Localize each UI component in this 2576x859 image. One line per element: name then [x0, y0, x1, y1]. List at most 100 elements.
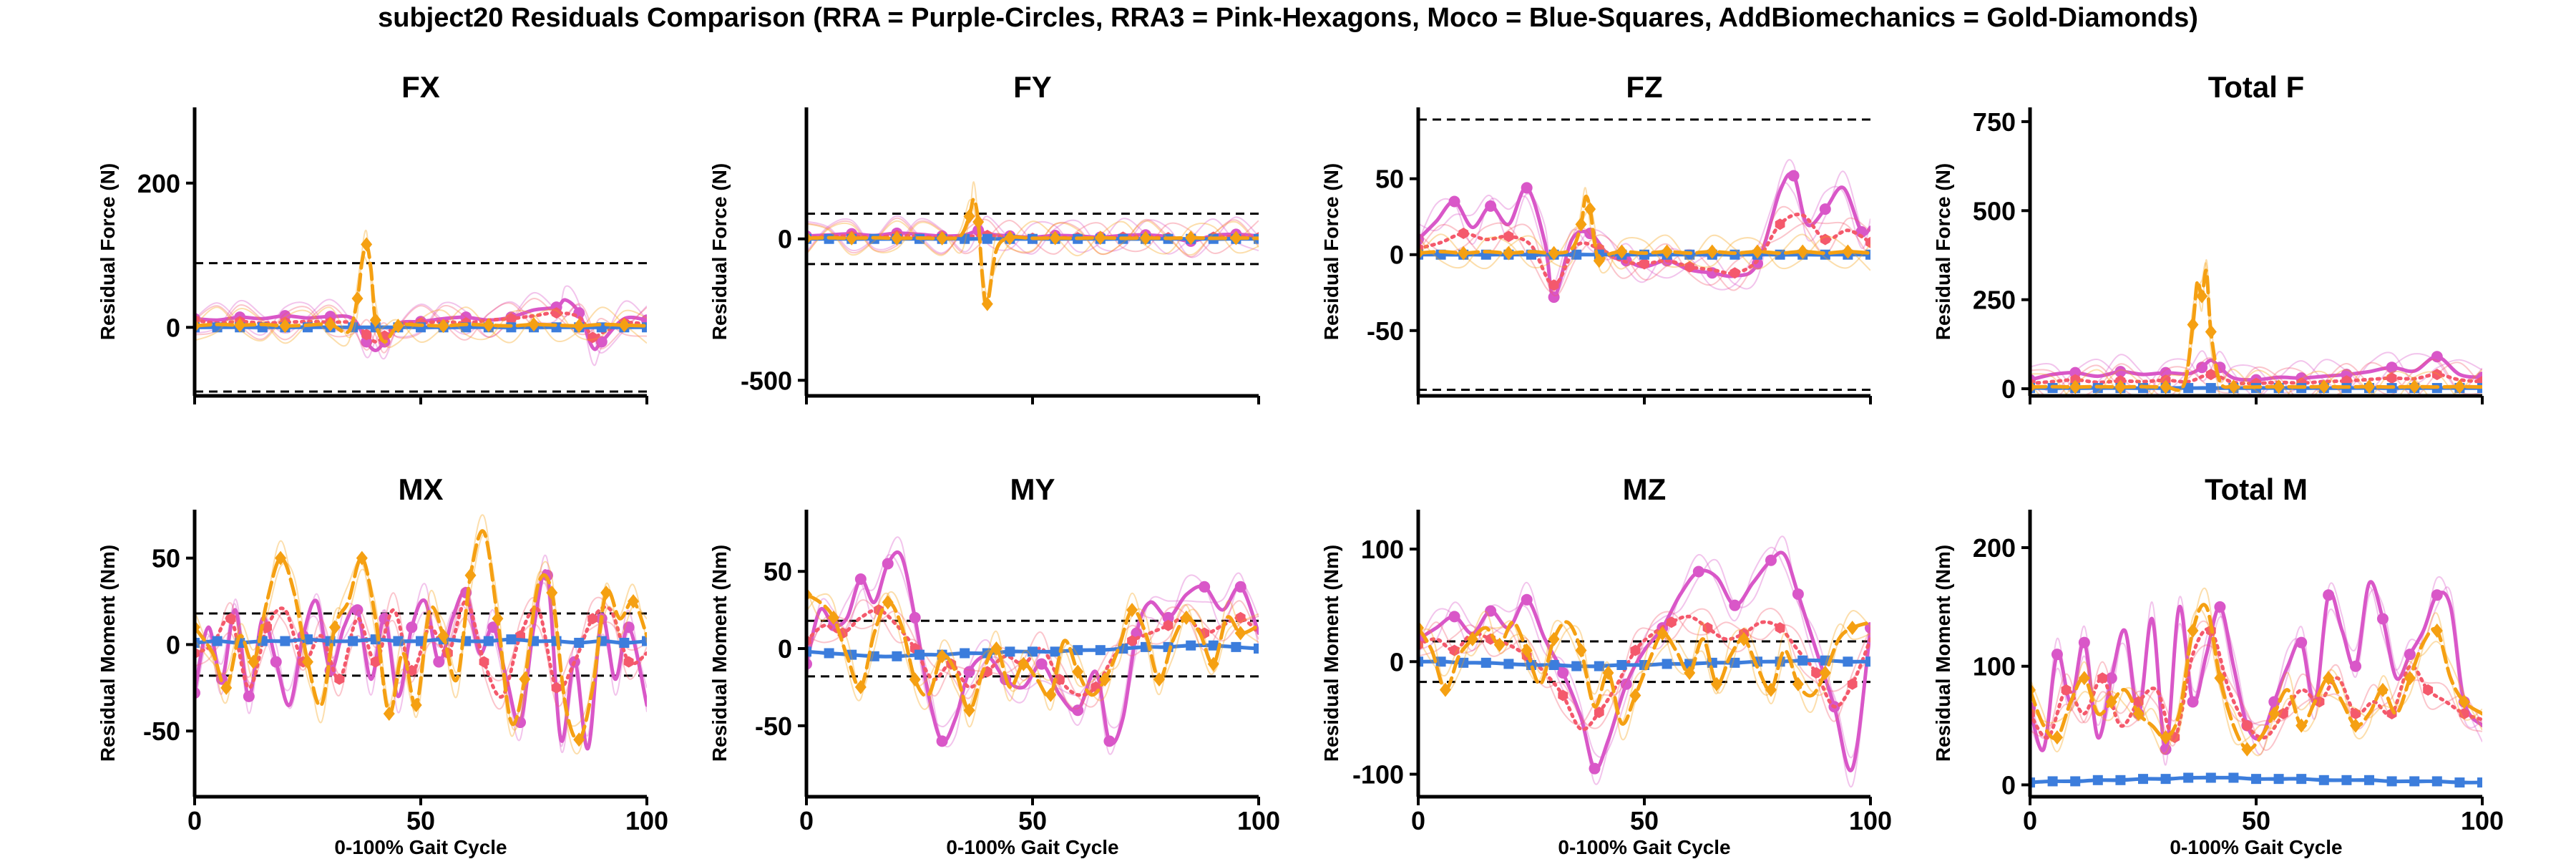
marker-addbio: [1548, 631, 1560, 646]
marker-addbio: [1842, 244, 1854, 259]
plot-area: [806, 181, 1259, 311]
marker-moco: [2296, 774, 2307, 785]
marker-addbio: [1661, 244, 1673, 259]
trial-line-rra: [806, 215, 1259, 258]
trial-line-rra: [1418, 159, 1870, 290]
subplot-fy: FY Residual Force (N) 0 -500: [708, 70, 1260, 404]
y-axis-label: Residual Force (N): [1932, 163, 1954, 340]
marker-rra3: [2205, 369, 2216, 381]
marker-rra: [2323, 589, 2335, 601]
marker-moco: [393, 636, 404, 646]
marker-addbio: [1493, 637, 1506, 652]
marker-moco: [1865, 656, 1870, 667]
marker-moco: [1118, 644, 1128, 654]
marker-addbio: [2273, 379, 2285, 394]
trial-line-addbio: [2030, 587, 2482, 746]
mean-line-addbio: [806, 593, 1259, 712]
subplot-title: FY: [1013, 70, 1052, 104]
marker-addbio: [2114, 379, 2127, 394]
marker-rra: [1765, 554, 1777, 566]
marker-rra3: [2133, 696, 2144, 708]
marker-addbio: [1616, 244, 1628, 259]
marker-rra3: [2278, 708, 2288, 719]
marker-rra3: [1449, 644, 1460, 656]
y-tick-label: 0: [166, 313, 180, 342]
marker-moco: [2205, 772, 2216, 783]
marker-moco: [2138, 774, 2148, 785]
marker-addbio: [628, 594, 640, 609]
marker-addbio: [846, 230, 858, 246]
marker-addbio: [909, 672, 921, 687]
marker-rra3: [587, 613, 598, 625]
marker-rra: [2296, 636, 2308, 649]
marker-rra: [882, 558, 894, 570]
marker-addbio: [1846, 621, 1858, 636]
marker-moco: [2047, 776, 2058, 787]
marker-moco: [2409, 776, 2420, 787]
marker-rra: [243, 690, 255, 702]
marker-rra: [1234, 581, 1246, 593]
trial-line-addbio: [195, 533, 647, 754]
y-tick-label: 200: [137, 169, 180, 198]
y-axis-label: Residual Moment (Nm): [708, 545, 731, 762]
marker-addbio: [383, 707, 395, 722]
marker-addbio: [891, 230, 903, 246]
marker-rra3: [1865, 236, 1870, 248]
series-addbio: [1418, 610, 1870, 741]
marker-rra3: [1639, 258, 1649, 270]
marker-rra: [854, 573, 867, 586]
mean-line-addbio: [195, 529, 647, 742]
marker-moco: [506, 634, 517, 645]
marker-addbio: [437, 319, 449, 334]
marker-rra: [1692, 566, 1704, 578]
y-tick-label: 0: [1390, 241, 1404, 270]
subplot-fz: FZ Residual Force (N) 50 0 -50: [1320, 70, 1872, 404]
marker-addbio: [1439, 682, 1451, 697]
marker-addbio: [1684, 666, 1696, 681]
y-tick-label: 0: [778, 634, 792, 664]
x-tick-label: 100: [1849, 806, 1892, 835]
marker-moco: [574, 638, 585, 649]
marker-rra3: [1458, 228, 1469, 239]
marker-moco: [1418, 656, 1423, 667]
subplot-fx: FX Residual Force (N) 0 200: [97, 70, 648, 404]
marker-moco: [483, 636, 494, 646]
marker-addbio: [1521, 643, 1533, 658]
marker-rra3: [1702, 622, 1713, 634]
marker-moco: [642, 636, 647, 646]
trial-line-addbio: [806, 592, 1259, 711]
marker-rra: [406, 621, 418, 634]
marker-addbio: [936, 230, 948, 246]
trial-line-rra3: [806, 600, 1259, 710]
marker-addbio: [1153, 672, 1165, 687]
marker-moco: [1231, 641, 1241, 652]
marker-addbio: [220, 680, 233, 695]
marker-moco: [2183, 772, 2194, 783]
y-tick-label: 0: [1390, 647, 1404, 676]
marker-addbio: [492, 611, 504, 626]
marker-addbio: [2132, 707, 2145, 722]
marker-moco: [619, 638, 630, 649]
y-tick-label: 0: [2001, 374, 2016, 404]
marker-moco: [1571, 661, 1582, 671]
marker-rra3: [1729, 267, 1740, 279]
marker-rra: [351, 604, 364, 616]
trial-line-rra: [806, 554, 1259, 748]
marker-moco: [960, 648, 970, 659]
marker-moco: [280, 636, 291, 646]
marker-rra3: [1163, 619, 1174, 631]
x-tick-label: 50: [406, 806, 435, 835]
series-addbio: [2030, 587, 2482, 757]
marker-rra: [1103, 735, 1116, 747]
marker-rra: [2187, 696, 2199, 708]
marker-rra3: [334, 673, 345, 685]
y-tick-label: 0: [2001, 770, 2016, 800]
marker-addbio: [2187, 317, 2199, 332]
marker-addbio: [1503, 246, 1515, 261]
plot-area: [806, 536, 1259, 755]
y-tick-label: 250: [1973, 286, 2016, 315]
marker-rra3: [1811, 667, 1822, 679]
x-axis-label: 0-100% Gait Cycle: [946, 836, 1118, 858]
marker-moco: [2318, 775, 2329, 785]
